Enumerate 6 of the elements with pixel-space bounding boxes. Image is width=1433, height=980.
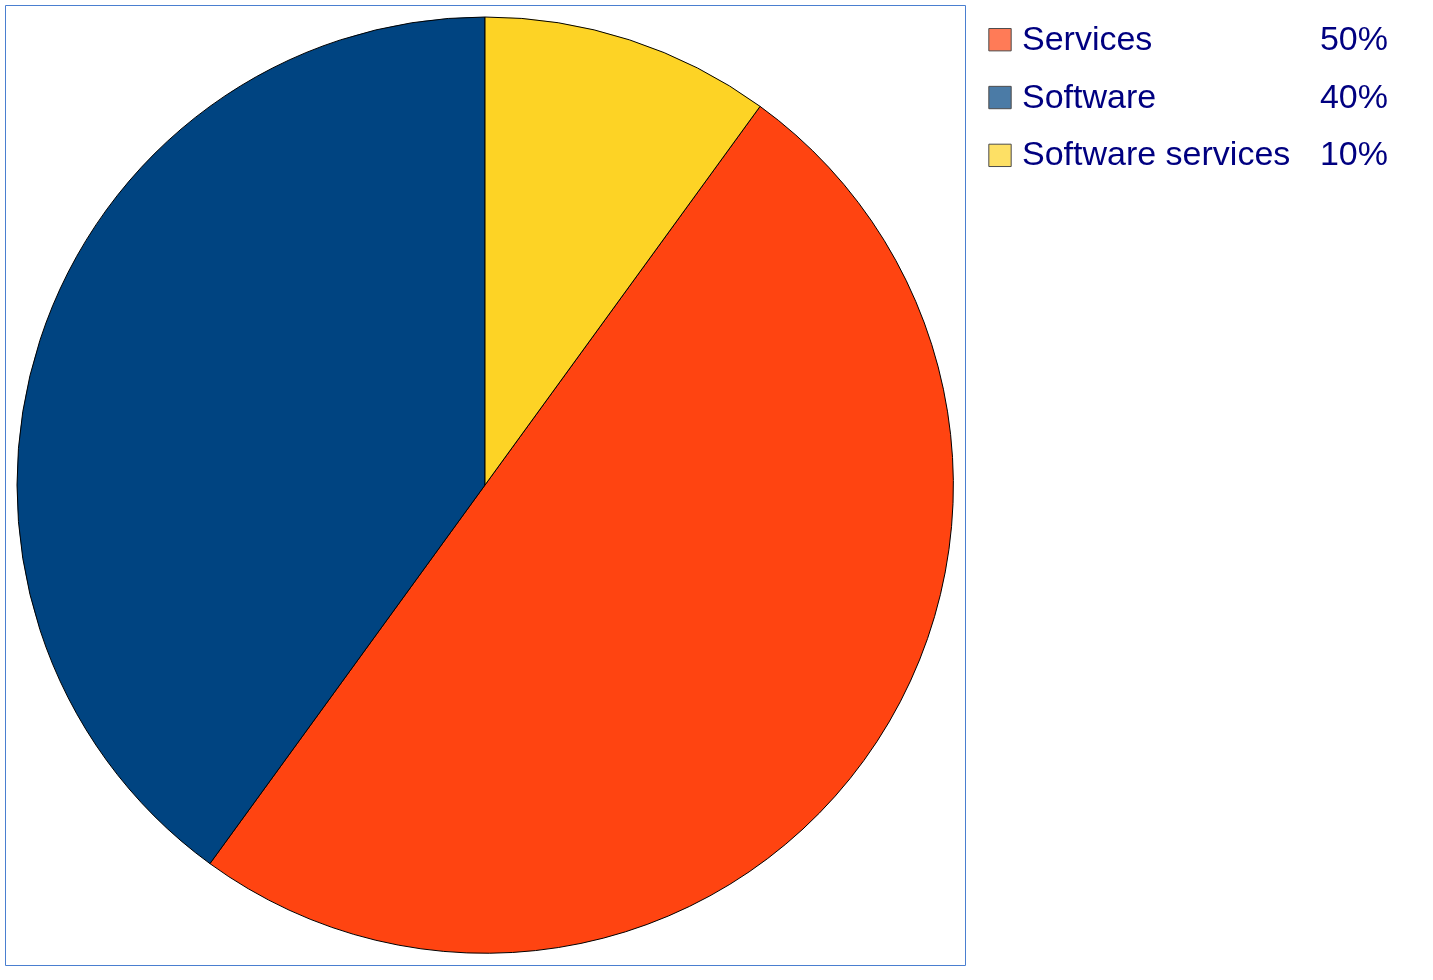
data-label: 50% [1319,18,1388,57]
legend-label: Software [1022,76,1157,115]
data-label: 10% [1319,134,1388,173]
legend-label: Software services [1022,134,1291,173]
legend-label: Services [1022,18,1153,57]
data-label: 40% [1319,76,1388,115]
